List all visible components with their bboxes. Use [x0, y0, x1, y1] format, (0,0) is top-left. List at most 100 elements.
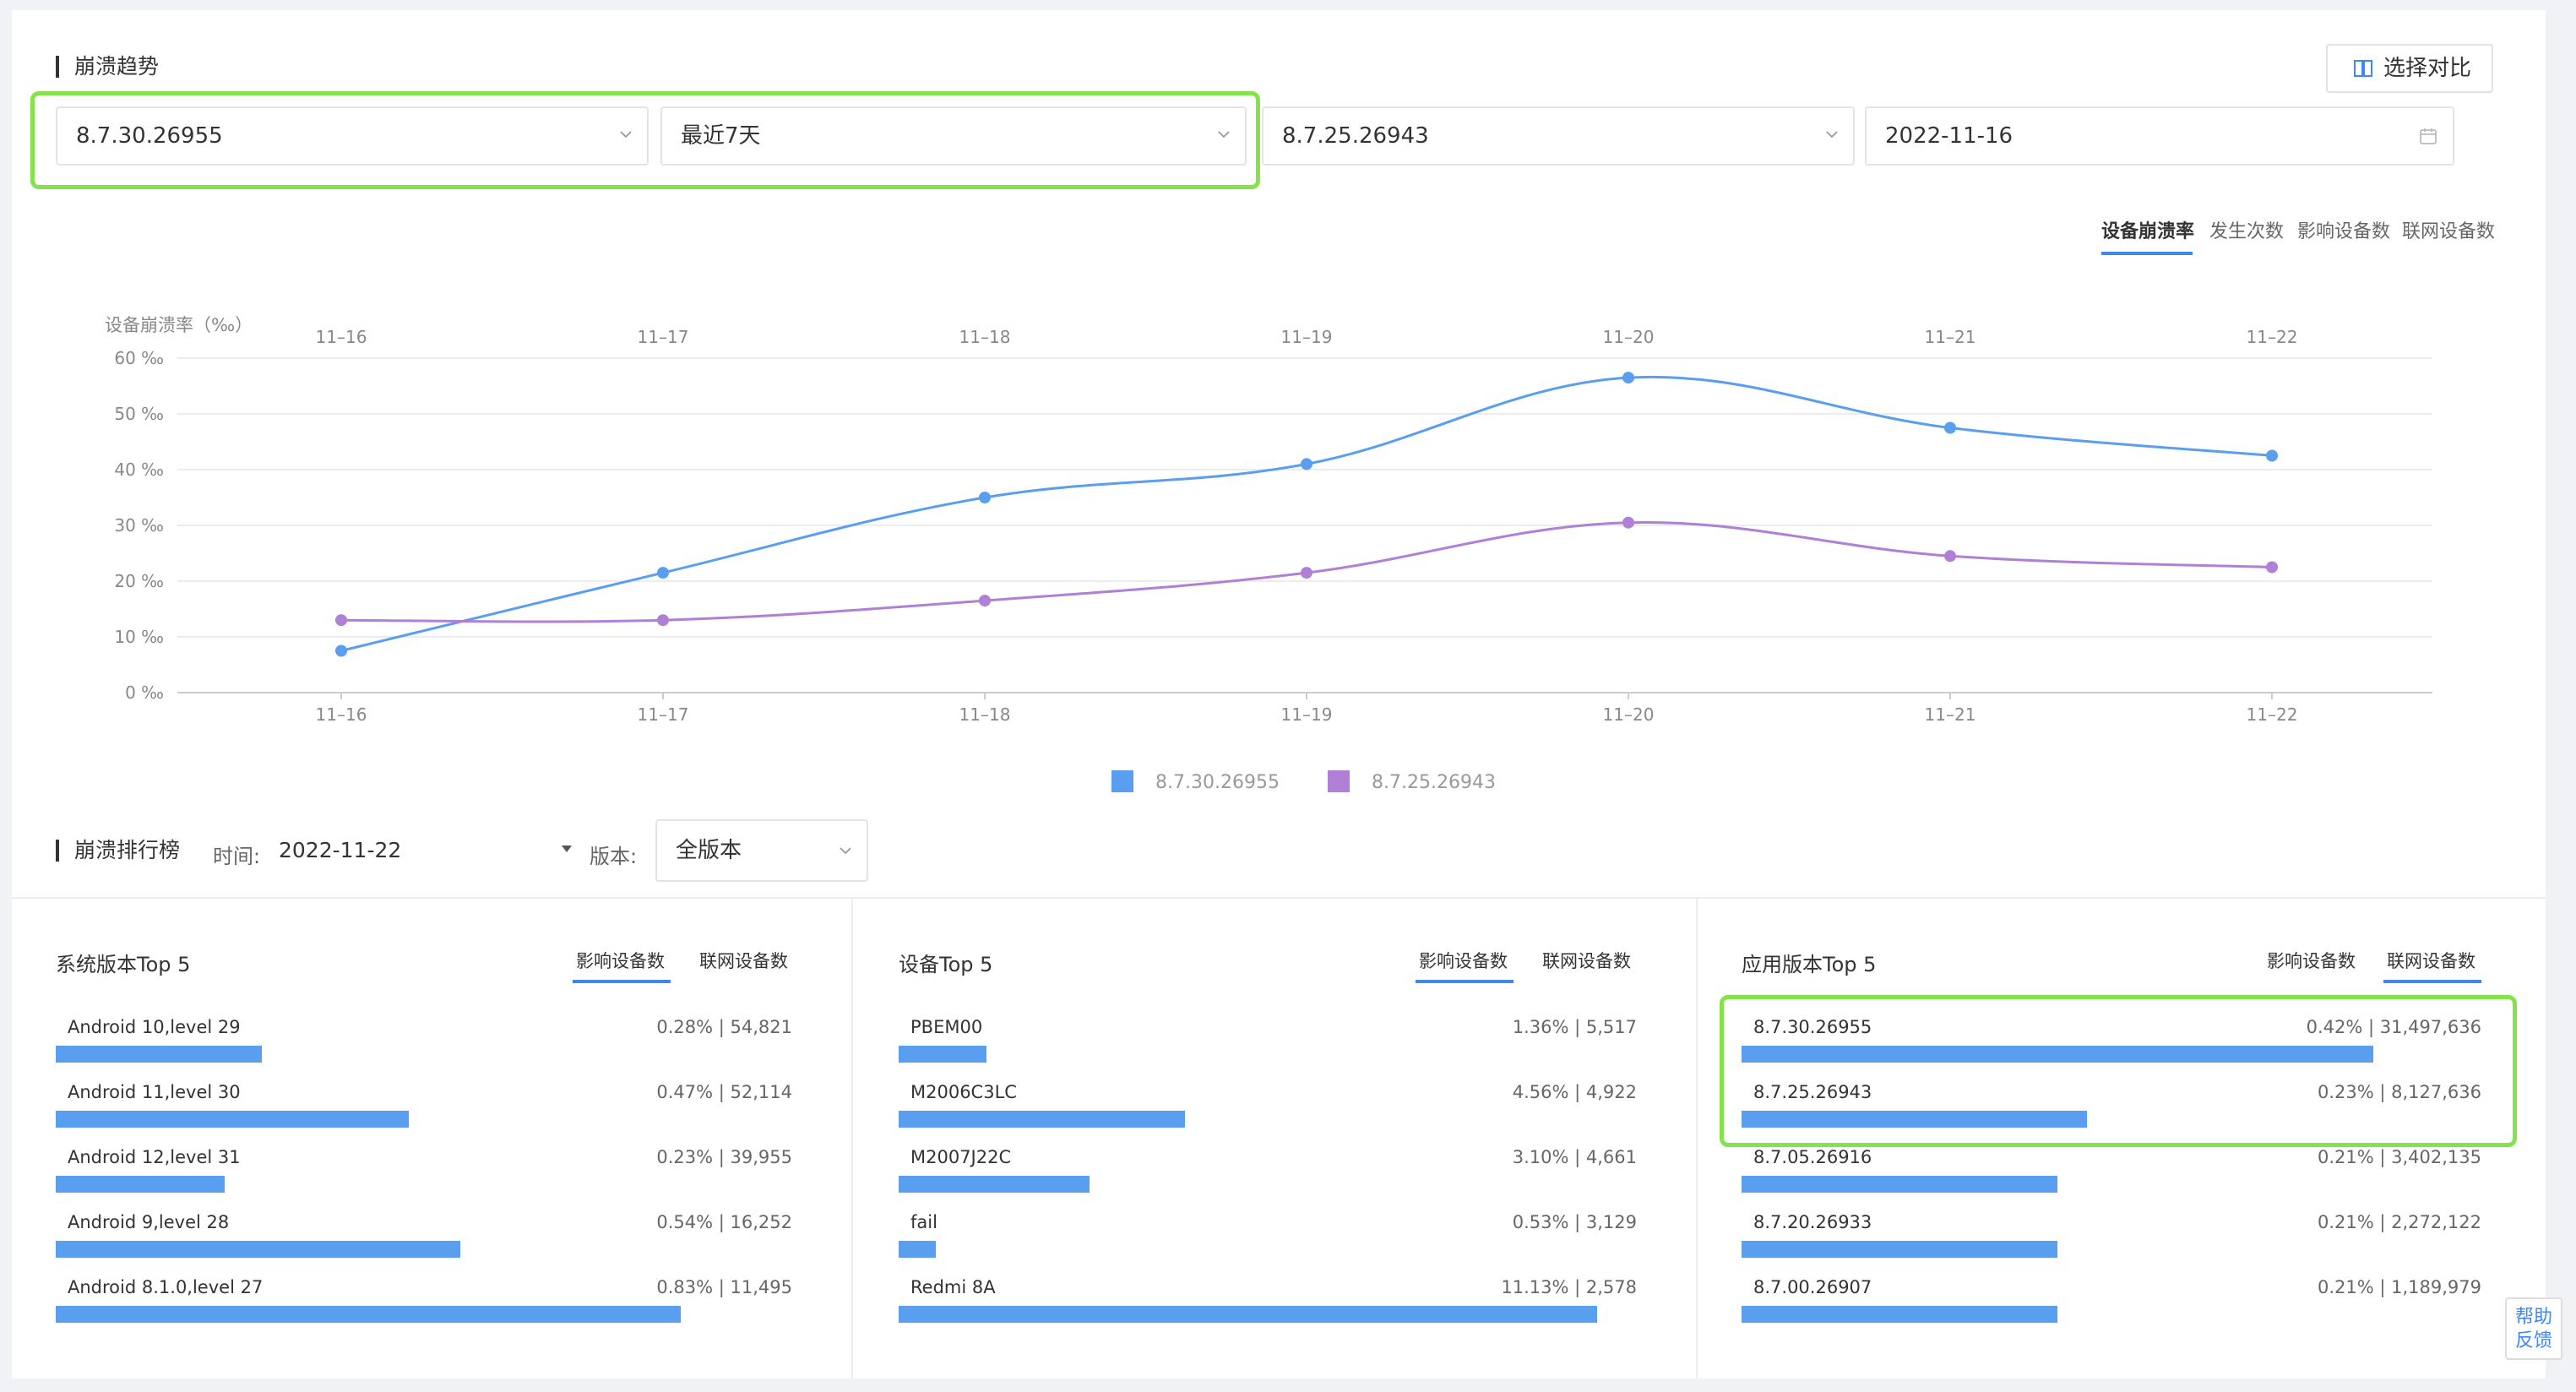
time-label: 时间: [213, 845, 261, 868]
row-value: 0.21% | 2,272,122 [2317, 1212, 2481, 1232]
x-tick-label: 11–17 [638, 704, 689, 725]
x-tick-label-top: 11–21 [1925, 327, 1976, 347]
calendar-icon [2420, 128, 2437, 144]
caret-down-icon [562, 846, 572, 852]
version-label: 版本: [590, 845, 638, 868]
row-label: M2006C3LC [910, 1082, 1017, 1102]
x-tick-label: 11–22 [2247, 704, 2298, 725]
data-point [335, 644, 347, 657]
x-tick-label-top: 11–22 [2247, 327, 2298, 347]
divider [851, 899, 853, 1378]
row-bar [56, 1176, 225, 1193]
compare-button-label: 选择对比 [2383, 56, 2472, 81]
help-line-2: 反馈 [2514, 1330, 2552, 1351]
active-tab-underline [1416, 980, 1514, 983]
card-title: 应用版本Top 5 [1742, 953, 1877, 976]
data-point [1301, 567, 1312, 579]
x-tick-label: 11–20 [1603, 704, 1655, 725]
data-point [979, 492, 991, 503]
row-value: 3.10% | 4,661 [1512, 1147, 1637, 1167]
version-a-value: 8.7.30.26955 [76, 123, 223, 149]
data-point [1622, 372, 1634, 384]
row-value: 0.23% | 8,127,636 [2317, 1082, 2481, 1102]
row-bar [56, 1046, 262, 1063]
crash-rate-chart: 设备崩溃率（‰） 0 ‰ 10 ‰ 20 ‰ 30 ‰ 40 ‰ 50 ‰ 60 ‰ 11–16… [105, 315, 2432, 793]
y-tick-label: 20 ‰ [114, 571, 164, 591]
row-label: 8.7.30.26955 [1753, 1017, 1872, 1037]
divider [12, 897, 2546, 899]
row-value: 11.13% | 2,578 [1501, 1277, 1637, 1297]
data-point [2266, 561, 2278, 574]
x-tick-label-top: 11–16 [316, 327, 367, 347]
tab-crash-rate[interactable]: 设备崩溃率 [2101, 221, 2195, 242]
row-bar [899, 1046, 986, 1063]
row-bar [899, 1176, 1090, 1193]
y-tick-label: 60 ‰ [114, 348, 164, 368]
range-a-value: 最近7天 [681, 123, 761, 149]
row-value: 4.56% | 4,922 [1512, 1082, 1637, 1102]
active-tab-underline [573, 980, 671, 983]
version-b-value: 8.7.25.26943 [1282, 123, 1429, 149]
version-a-select[interactable]: 8.7.30.26955 [56, 106, 649, 166]
x-tick-label: 11–18 [959, 704, 1011, 725]
active-tab-underline [2101, 252, 2193, 255]
tab-online-devices[interactable]: 联网设备数 [2402, 221, 2496, 242]
row-label: M2007J22C [910, 1147, 1012, 1167]
row-label: Android 11,level 30 [68, 1082, 241, 1102]
ranking-version-select[interactable]: 全版本 [655, 819, 868, 882]
tab-online-devices[interactable]: 联网设备数 [2387, 951, 2475, 971]
dashboard-panel [12, 10, 2546, 1378]
row-value: 1.36% | 5,517 [1512, 1017, 1637, 1037]
row-value: 0.53% | 3,129 [1512, 1212, 1637, 1232]
row-value: 0.23% | 39,955 [656, 1147, 792, 1167]
row-value: 0.28% | 54,821 [656, 1017, 792, 1037]
divider [1696, 899, 1698, 1378]
x-tick-label: 11–19 [1281, 704, 1333, 725]
row-value: 0.42% | 31,497,636 [2306, 1017, 2481, 1037]
time-value: 2022-11-22 [279, 838, 402, 862]
data-point [2266, 449, 2278, 462]
data-point [1301, 458, 1312, 470]
x-tick-label: 11–16 [316, 704, 367, 725]
tab-affected-devices[interactable]: 影响设备数 [2267, 951, 2356, 971]
row-label: Redmi 8A [910, 1277, 996, 1297]
help-feedback-button[interactable]: 帮助 反馈 [2505, 1297, 2562, 1360]
range-a-select[interactable]: 最近7天 [660, 106, 1247, 166]
date-b-value: 2022-11-16 [1885, 123, 2014, 149]
data-point [335, 614, 347, 627]
tab-online-devices[interactable]: 联网设备数 [1542, 951, 1631, 971]
legend-label: 8.7.30.26955 [1155, 772, 1280, 793]
x-tick-label-top: 11–17 [638, 327, 689, 347]
tab-online-devices[interactable]: 联网设备数 [699, 951, 788, 971]
highlight-app-version-rows [1720, 995, 2517, 1147]
help-line-1: 帮助 [2514, 1307, 2552, 1328]
data-point [1944, 421, 1956, 434]
tab-affected-devices[interactable]: 影响设备数 [1419, 951, 1508, 971]
row-label: PBEM00 [910, 1017, 983, 1037]
row-value: 0.54% | 16,252 [656, 1212, 792, 1232]
row-bar [1742, 1306, 2057, 1323]
compare-button[interactable]: 选择对比 [2326, 44, 2493, 93]
row-label: 8.7.20.26933 [1753, 1212, 1872, 1232]
time-select[interactable]: 2022-11-22 [279, 828, 573, 872]
tab-affected-devices[interactable]: 影响设备数 [576, 951, 665, 971]
row-label: fail [910, 1212, 937, 1232]
y-tick-label: 10 ‰ [114, 627, 164, 647]
version-b-select[interactable]: 8.7.25.26943 [1262, 106, 1855, 166]
data-point [1944, 550, 1956, 563]
row-label: Android 12,level 31 [68, 1147, 241, 1167]
tab-occurrences[interactable]: 发生次数 [2209, 221, 2285, 242]
data-point [657, 567, 669, 579]
row-value: 0.21% | 1,189,979 [2317, 1277, 2481, 1297]
row-label: Android 10,level 29 [68, 1017, 241, 1037]
row-label: 8.7.05.26916 [1753, 1147, 1872, 1167]
row-bar [1742, 1111, 2087, 1128]
row-bar [1742, 1176, 2057, 1193]
chevron-down-icon [1218, 131, 1230, 139]
tab-affected-devices[interactable]: 影响设备数 [2297, 221, 2391, 242]
legend-label: 8.7.25.26943 [1372, 772, 1496, 793]
y-axis-label: 设备崩溃率（‰） [105, 315, 253, 335]
date-b-picker[interactable]: 2022-11-16 [1865, 106, 2454, 166]
book-icon [2353, 59, 2373, 81]
x-tick-label-top: 11–19 [1281, 327, 1333, 347]
